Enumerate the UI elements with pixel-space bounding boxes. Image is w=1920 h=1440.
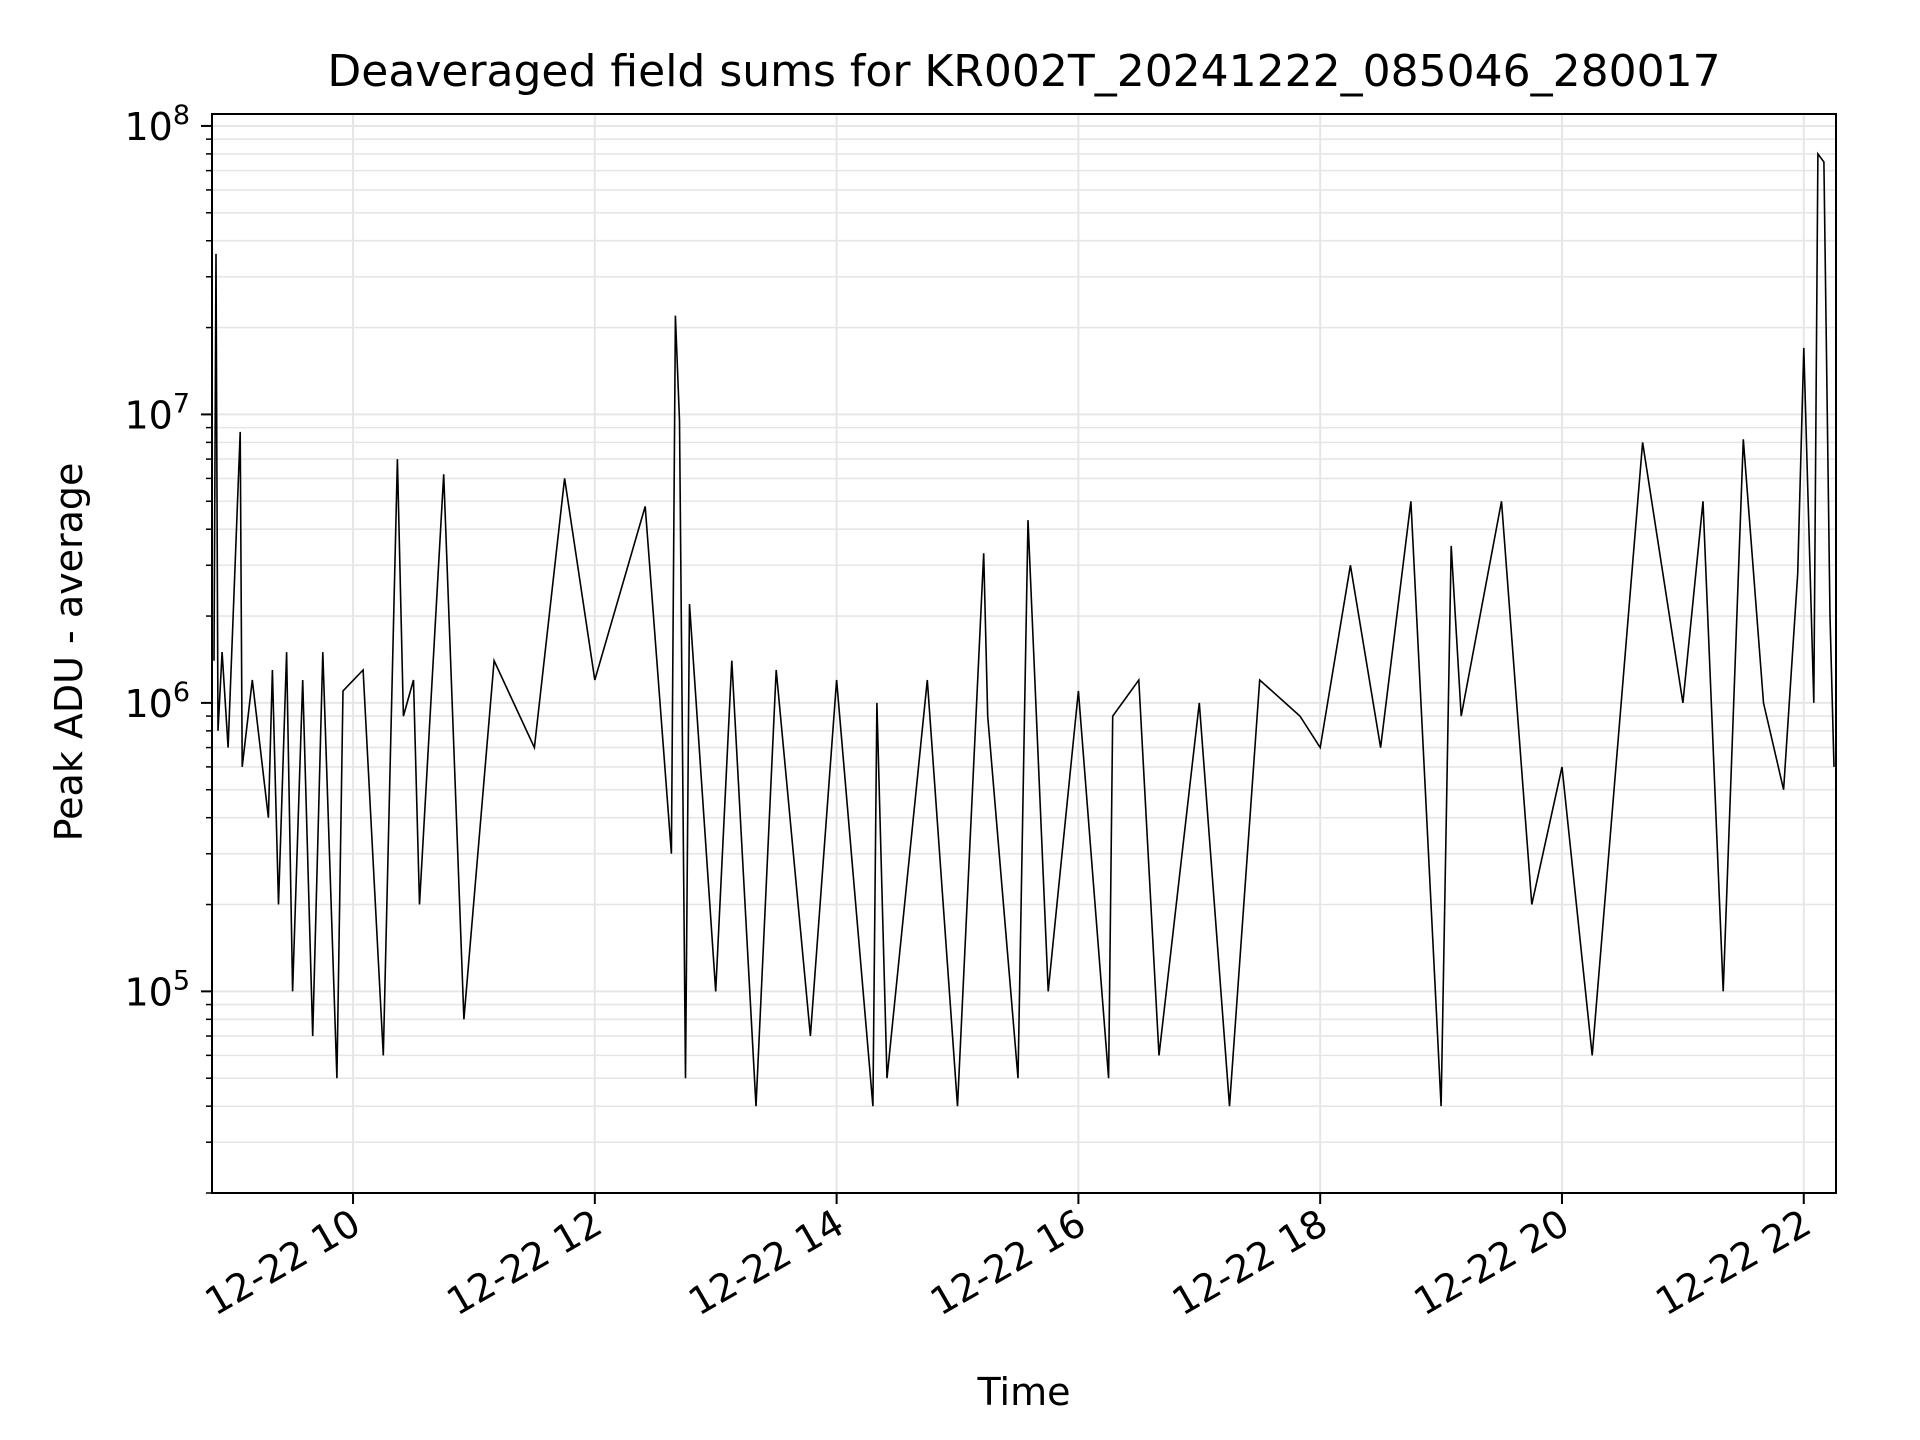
y-tick-label: 105	[124, 965, 190, 1014]
y-axis-ticks: 105 106 107 108	[124, 100, 212, 1194]
series-line	[213, 151, 1835, 1107]
data-series-line	[213, 151, 1835, 1107]
chart-title: Deaveraged field sums for KR002T_2024122…	[327, 46, 1720, 97]
y-tick-label: 108	[124, 100, 190, 149]
x-axis-label: Time	[977, 1370, 1071, 1414]
grid-lines	[212, 114, 1836, 1194]
y-tick-label: 107	[124, 388, 190, 437]
y-tick-label: 106	[124, 677, 190, 726]
plot-frame	[211, 113, 1837, 1194]
y-axis-label: Peak ADU - average	[47, 463, 91, 842]
